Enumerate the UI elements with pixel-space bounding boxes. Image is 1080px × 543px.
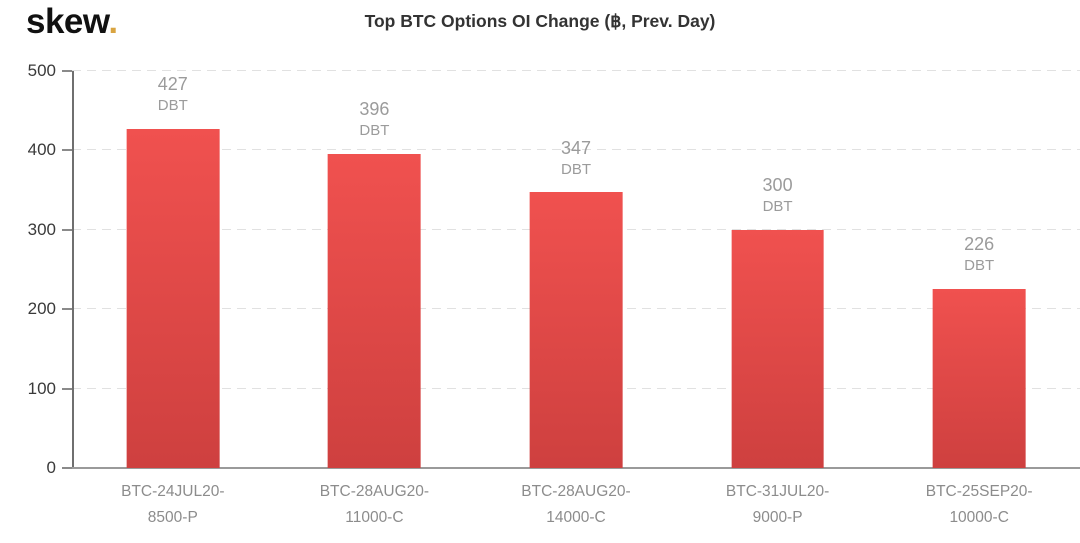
x-label-line1: BTC-31JUL20- [725, 483, 830, 500]
y-axis-tick [62, 228, 72, 231]
logo-text: skew [26, 2, 109, 41]
bar-value: 347 [560, 137, 591, 158]
x-label-line2: 10000-C [949, 508, 1009, 526]
x-axis-label: BTC-31JUL20- 9000-P [677, 479, 879, 530]
y-axis-label: 0 [46, 458, 56, 477]
bar [932, 288, 1026, 468]
y-axis-label: 200 [27, 299, 56, 319]
bar-value-label: 226 DBT [878, 233, 1080, 276]
y-axis-label: 400 [27, 140, 56, 160]
bar-unit: DBT [762, 198, 793, 216]
gridline-500 [72, 70, 1080, 71]
skew-logo: skew. [26, 2, 118, 42]
bar-column: 427 DBT [72, 71, 274, 468]
x-label-line1: BTC-28AUG20- [521, 483, 631, 500]
x-label-line1: BTC-24JUL20- [121, 483, 225, 500]
bar-column: 396 DBT [274, 71, 476, 468]
bar-columns: 427 DBT 396 DBT 347 DBT [72, 71, 1080, 468]
bar-unit: DBT [359, 122, 390, 140]
bar-value: 396 [359, 98, 390, 119]
bar [126, 128, 220, 468]
x-label-line2: 11000-C [345, 508, 404, 526]
x-axis-label: BTC-24JUL20- 8500-P [72, 479, 274, 530]
y-axis-label: 500 [27, 61, 56, 80]
y-axis-line [72, 71, 74, 468]
bar-value-label: 347 DBT [475, 137, 677, 180]
bar-value-label: 300 DBT [677, 174, 879, 217]
bar-value: 226 [964, 233, 995, 254]
bar-column: 300 DBT [677, 71, 879, 468]
bar-unit: DBT [964, 257, 995, 275]
x-label-line1: BTC-25SEP20- [925, 483, 1033, 500]
y-axis-label: 100 [27, 378, 56, 398]
bar-value-label: 427 DBT [72, 73, 274, 116]
bar-value: 300 [762, 174, 793, 195]
y-axis-tick [62, 308, 72, 311]
y-axis-tick [62, 149, 72, 152]
x-axis-label: BTC-25SEP20- 10000-C [878, 479, 1080, 530]
bar-unit: DBT [157, 97, 188, 115]
x-axis-label: BTC-28AUG20- 14000-C [475, 479, 677, 530]
chart-title: Top BTC Options OI Change (฿, Prev. Day) [364, 11, 716, 31]
y-axis-tick [62, 70, 72, 72]
y-axis-tick [62, 467, 72, 469]
x-axis-line [67, 467, 1080, 469]
x-axis-label: BTC-28AUG20- 11000-C [274, 479, 476, 530]
bar-unit: DBT [560, 160, 591, 178]
bar-column: 226 DBT [878, 71, 1080, 468]
bar [529, 192, 623, 468]
bar [328, 153, 421, 468]
x-label-line1: BTC-28AUG20- [319, 483, 430, 500]
bar-column: 347 DBT [475, 71, 677, 468]
x-label-line2: 8500-P [147, 508, 198, 526]
bar-value: 427 [157, 74, 188, 95]
x-label-line2: 9000-P [752, 508, 803, 526]
x-axis-labels: BTC-24JUL20- 8500-P BTC-28AUG20- 11000-C… [72, 479, 1080, 530]
y-axis-label: 300 [27, 219, 56, 239]
bar-value-label: 396 DBT [274, 98, 476, 141]
y-axis-tick [62, 387, 72, 390]
plot-area: 500 400 300 200 100 0 427 DBT 396 DBT [28, 61, 1080, 477]
logo-dot: . [108, 2, 118, 41]
x-label-line2: 14000-C [546, 508, 606, 526]
gridline-400 [72, 149, 1080, 151]
bar [731, 229, 824, 468]
